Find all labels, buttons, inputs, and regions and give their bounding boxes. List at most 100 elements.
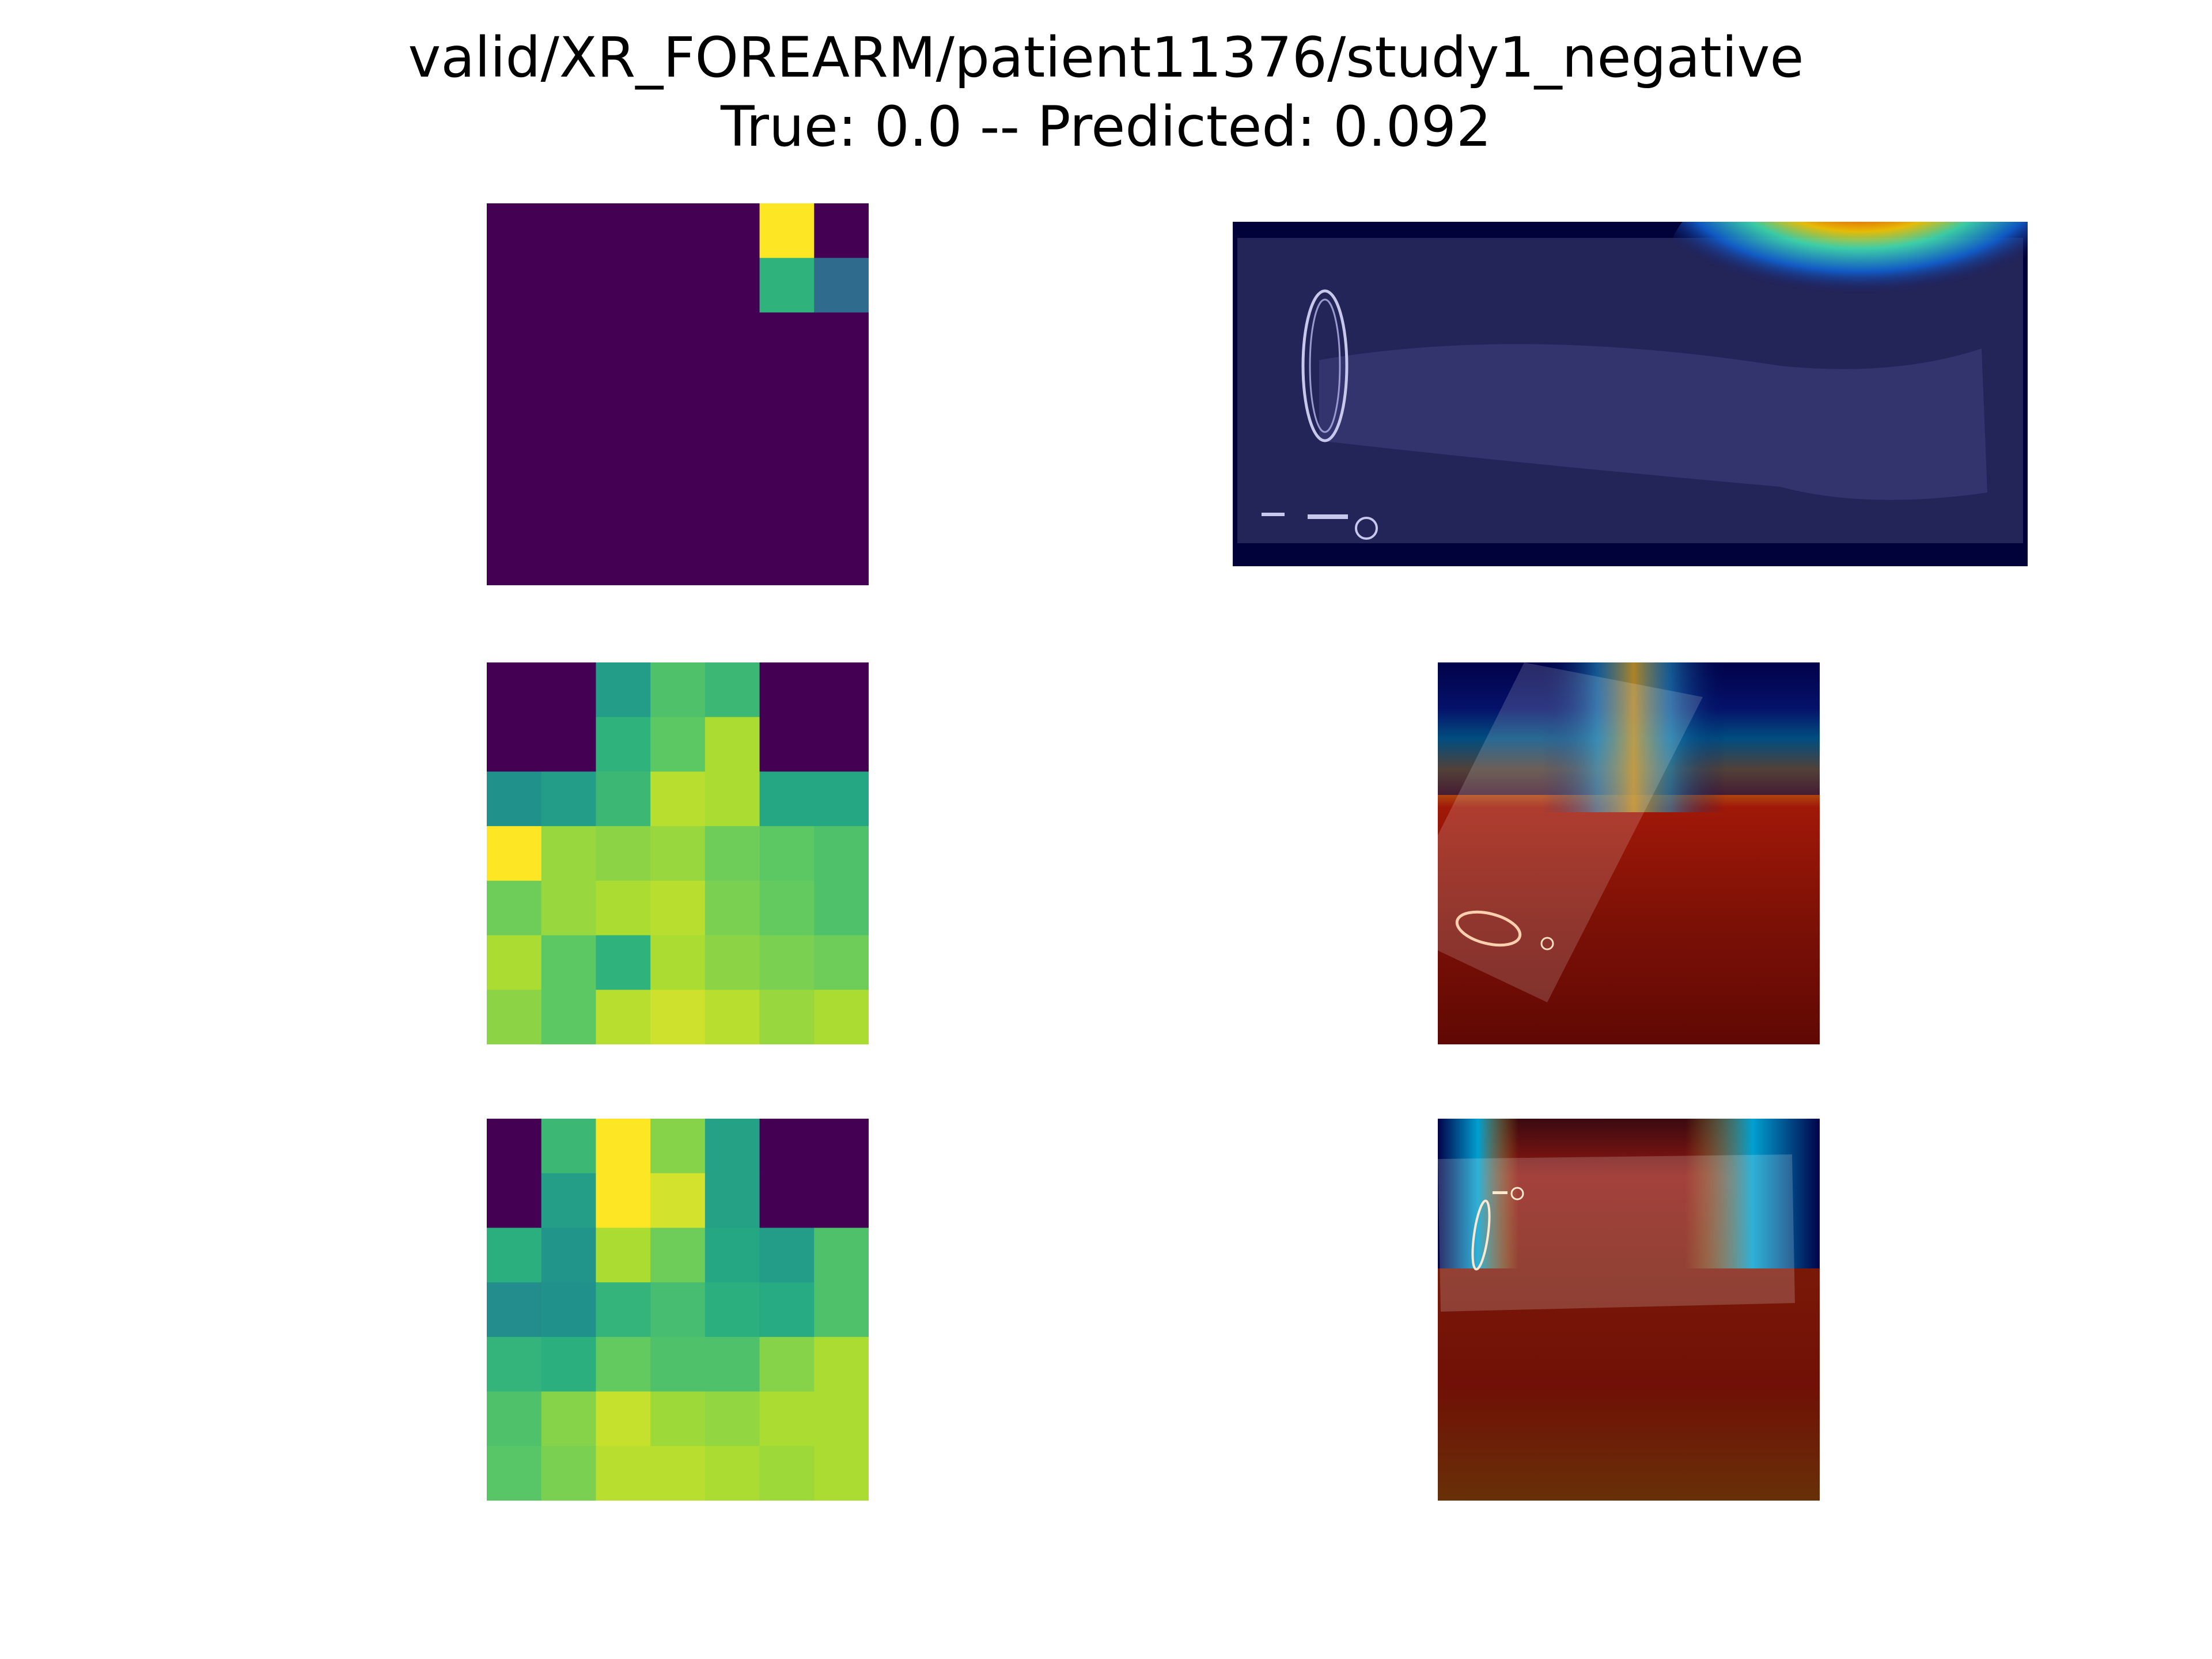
heatmap-cell-r2-c5 xyxy=(759,312,815,368)
heatmap-cell-r1-c3 xyxy=(650,717,706,772)
heatmap-cell-r6-c6 xyxy=(814,990,869,1044)
heatmap-cell-r4-c5 xyxy=(759,1336,815,1392)
heatmap-panel-row2 xyxy=(487,662,869,1044)
heatmap-cell-r1-c1 xyxy=(541,1173,596,1228)
heatmap-cell-r5-c4 xyxy=(704,476,760,531)
heatmap-cell-r5-c2 xyxy=(596,476,651,531)
heatmap-cell-r1-c1 xyxy=(541,717,596,772)
heatmap-cell-r5-c6 xyxy=(814,935,869,990)
xray-overlay-image-row3 xyxy=(1438,1119,1820,1501)
heatmap-cell-r2-c1 xyxy=(541,312,596,368)
heatmap-cell-r3-c3 xyxy=(650,367,706,422)
heatmap-cell-r0-c3 xyxy=(650,1119,706,1174)
heatmap-cell-r5-c5 xyxy=(759,935,815,990)
heatmap-cell-r1-c0 xyxy=(487,1173,542,1228)
heatmap-cell-r3-c5 xyxy=(759,367,815,422)
heatmap-cell-r6-c3 xyxy=(650,990,706,1044)
heatmap-cell-r6-c2 xyxy=(596,531,651,585)
heatmap-cell-r1-c3 xyxy=(650,1173,706,1228)
heatmap-cell-r2-c4 xyxy=(704,771,760,827)
figure-title-line1: valid/XR_FOREARM/patient11376/study1_neg… xyxy=(408,25,1804,90)
heatmap-cell-r4-c5 xyxy=(759,421,815,477)
heatmap-cell-r6-c0 xyxy=(487,531,542,585)
heatmap-cell-r0-c4 xyxy=(704,662,760,718)
heatmap-cell-r3-c4 xyxy=(704,826,760,881)
xray-overlay-image-row2 xyxy=(1438,662,1820,1044)
heatmap-cell-r6-c0 xyxy=(487,1446,542,1501)
heatmap-cell-r5-c1 xyxy=(541,935,596,990)
heatmap-cell-r6-c5 xyxy=(759,990,815,1044)
heatmap-cell-r0-c5 xyxy=(759,1119,815,1174)
heatmap-cell-r1-c6 xyxy=(814,717,869,772)
heatmap-grid-row1 xyxy=(487,203,869,585)
heatmap-cell-r4-c5 xyxy=(759,880,815,936)
heatmap-cell-r0-c3 xyxy=(650,662,706,718)
heatmap-cell-r3-c6 xyxy=(814,1282,869,1338)
heatmap-cell-r4-c6 xyxy=(814,421,869,477)
heatmap-cell-r5-c0 xyxy=(487,935,542,990)
heatmap-cell-r1-c6 xyxy=(814,257,869,313)
heatmap-cell-r0-c1 xyxy=(541,203,596,259)
heatmap-cell-r6-c1 xyxy=(541,1446,596,1501)
heatmap-cell-r2-c0 xyxy=(487,1228,542,1283)
heatmap-cell-r0-c2 xyxy=(596,203,651,259)
heatmap-cell-r2-c1 xyxy=(541,771,596,827)
heatmap-cell-r3-c0 xyxy=(487,1282,542,1338)
heatmap-cell-r0-c6 xyxy=(814,203,869,259)
figure-title-line2: True: 0.0 -- Predicted: 0.092 xyxy=(720,94,1492,159)
heatmap-cell-r4-c1 xyxy=(541,880,596,936)
heatmap-cell-r6-c1 xyxy=(541,990,596,1044)
heatmap-cell-r0-c4 xyxy=(704,203,760,259)
heatmap-cell-r0-c2 xyxy=(596,662,651,718)
heatmap-cell-r0-c6 xyxy=(814,1119,869,1174)
heatmap-cell-r4-c3 xyxy=(650,421,706,477)
heatmap-cell-r3-c3 xyxy=(650,826,706,881)
heatmap-cell-r1-c0 xyxy=(487,717,542,772)
heatmap-cell-r6-c5 xyxy=(759,531,815,585)
heatmap-cell-r0-c1 xyxy=(541,662,596,718)
heatmap-cell-r2-c2 xyxy=(596,771,651,827)
heatmap-cell-r3-c2 xyxy=(596,1282,651,1338)
heatmap-cell-r6-c3 xyxy=(650,531,706,585)
heatmap-cell-r1-c6 xyxy=(814,1173,869,1228)
heatmap-cell-r6-c6 xyxy=(814,1446,869,1501)
heatmap-cell-r4-c2 xyxy=(596,880,651,936)
heatmap-cell-r5-c2 xyxy=(596,1391,651,1446)
heatmap-cell-r2-c5 xyxy=(759,1228,815,1283)
heatmap-grid-row3 xyxy=(487,1119,869,1501)
heatmap-cell-r5-c4 xyxy=(704,935,760,990)
heatmap-cell-r0-c5 xyxy=(759,203,815,259)
heatmap-cell-r0-c5 xyxy=(759,662,815,718)
heatmap-cell-r1-c0 xyxy=(487,257,542,313)
heatmap-cell-r5-c5 xyxy=(759,1391,815,1446)
heatmap-cell-r4-c0 xyxy=(487,1336,542,1392)
heatmap-cell-r5-c3 xyxy=(650,1391,706,1446)
heatmap-cell-r6-c4 xyxy=(704,531,760,585)
heatmap-cell-r6-c0 xyxy=(487,990,542,1044)
heatmap-cell-r2-c3 xyxy=(650,771,706,827)
heatmap-cell-r5-c0 xyxy=(487,1391,542,1446)
heatmap-cell-r2-c0 xyxy=(487,771,542,827)
heatmap-cell-r5-c6 xyxy=(814,476,869,531)
heatmap-cell-r3-c2 xyxy=(596,826,651,881)
heatmap-cell-r5-c0 xyxy=(487,476,542,531)
heatmap-cell-r6-c3 xyxy=(650,1446,706,1501)
heatmap-cell-r2-c3 xyxy=(650,1228,706,1283)
heatmap-cell-r3-c6 xyxy=(814,367,869,422)
heatmap-cell-r3-c3 xyxy=(650,1282,706,1338)
heatmap-cell-r1-c4 xyxy=(704,257,760,313)
heatmap-panel-row1 xyxy=(487,203,869,585)
heatmap-cell-r2-c4 xyxy=(704,312,760,368)
heatmap-cell-r2-c2 xyxy=(596,312,651,368)
heatmap-cell-r4-c1 xyxy=(541,1336,596,1392)
heatmap-cell-r0-c6 xyxy=(814,662,869,718)
heatmap-cell-r4-c1 xyxy=(541,421,596,477)
heatmap-cell-r1-c3 xyxy=(650,257,706,313)
heatmap-cell-r5-c3 xyxy=(650,476,706,531)
heatmap-cell-r2-c4 xyxy=(704,1228,760,1283)
heatmap-cell-r2-c5 xyxy=(759,771,815,827)
heatmap-cell-r1-c4 xyxy=(704,1173,760,1228)
heatmap-cell-r6-c1 xyxy=(541,531,596,585)
heatmap-cell-r4-c4 xyxy=(704,880,760,936)
heatmap-cell-r1-c1 xyxy=(541,257,596,313)
